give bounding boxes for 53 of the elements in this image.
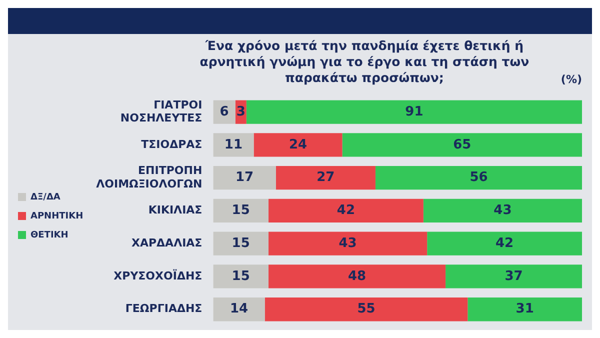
- data-label: 14: [230, 302, 248, 317]
- bar: [213, 298, 265, 322]
- data-label: 24: [288, 137, 308, 152]
- bar: [268, 198, 424, 223]
- data-label: 65: [453, 137, 472, 152]
- data-label: 31: [516, 302, 534, 317]
- data-label: 27: [316, 170, 335, 186]
- data-label: 43: [338, 236, 357, 251]
- y-tick-label: ΧΡΥΣΟΧΟΪΔΗΣ: [114, 268, 202, 282]
- bar: [213, 133, 254, 157]
- y-tick-label: ΧΑΡΔΑΛΙΑΣ: [131, 236, 202, 250]
- data-label: 56: [470, 170, 488, 186]
- data-label: 15: [232, 236, 250, 251]
- data-label: 48: [348, 268, 366, 284]
- data-label: 15: [232, 203, 250, 218]
- bar: [468, 298, 582, 322]
- bar: [268, 264, 446, 288]
- bar: [268, 232, 428, 256]
- chart-subtitle: (%): [560, 73, 582, 86]
- data-label: 42: [496, 236, 514, 251]
- bar: [213, 166, 276, 190]
- bar: [246, 100, 582, 124]
- bar: [264, 298, 468, 322]
- bar: [213, 264, 269, 288]
- y-tick-label: ΓΙΑΤΡΟΙ ΝΟΣΗΛΕΥΤΕΣ: [120, 98, 202, 124]
- bar: [254, 133, 342, 157]
- bar: [427, 232, 582, 256]
- bar: [213, 100, 236, 124]
- data-label: 3: [236, 104, 246, 120]
- data-label: 91: [405, 104, 424, 120]
- y-tick-label: ΚΙΚΙΛΙΑΣ: [148, 204, 202, 217]
- y-tick-label: ΓΕΩΡΓΙΑΔΗΣ: [125, 302, 202, 316]
- data-label: 17: [236, 170, 254, 186]
- bar: [423, 198, 582, 223]
- legend-label: ΘΕΤΙΚΗ: [30, 230, 68, 240]
- y-tick-label: ΤΣΙΟΔΡΑΣ: [141, 138, 202, 151]
- bar: [446, 264, 582, 288]
- legend-label: ΔΞ/ΔΑ: [30, 192, 60, 202]
- data-label: 55: [357, 302, 376, 317]
- data-label: 43: [494, 203, 512, 218]
- bar: [276, 166, 376, 190]
- data-label: 15: [232, 268, 250, 284]
- data-label: 6: [220, 104, 229, 120]
- y-tick-label: ΕΠΙΤΡΟΠΗ ΛΟΙΜΩΞΙΟΛΟΓΩΝ: [96, 164, 202, 190]
- bar: [213, 232, 269, 256]
- bar: [342, 133, 582, 157]
- legend-label: ΑΡΝΗΤΙΚΗ: [30, 211, 84, 222]
- chart-title: Ένα χρόνο μετά την πανδημία έχετε θετική ή αρνητική γνώμη για το έργο και τη στάση των παρακάτω προσώπων;: [198, 38, 530, 86]
- data-label: 42: [336, 203, 356, 218]
- bar: [375, 166, 582, 190]
- bar: [213, 198, 269, 223]
- data-label: 37: [504, 268, 523, 284]
- data-label: 11: [224, 137, 243, 152]
